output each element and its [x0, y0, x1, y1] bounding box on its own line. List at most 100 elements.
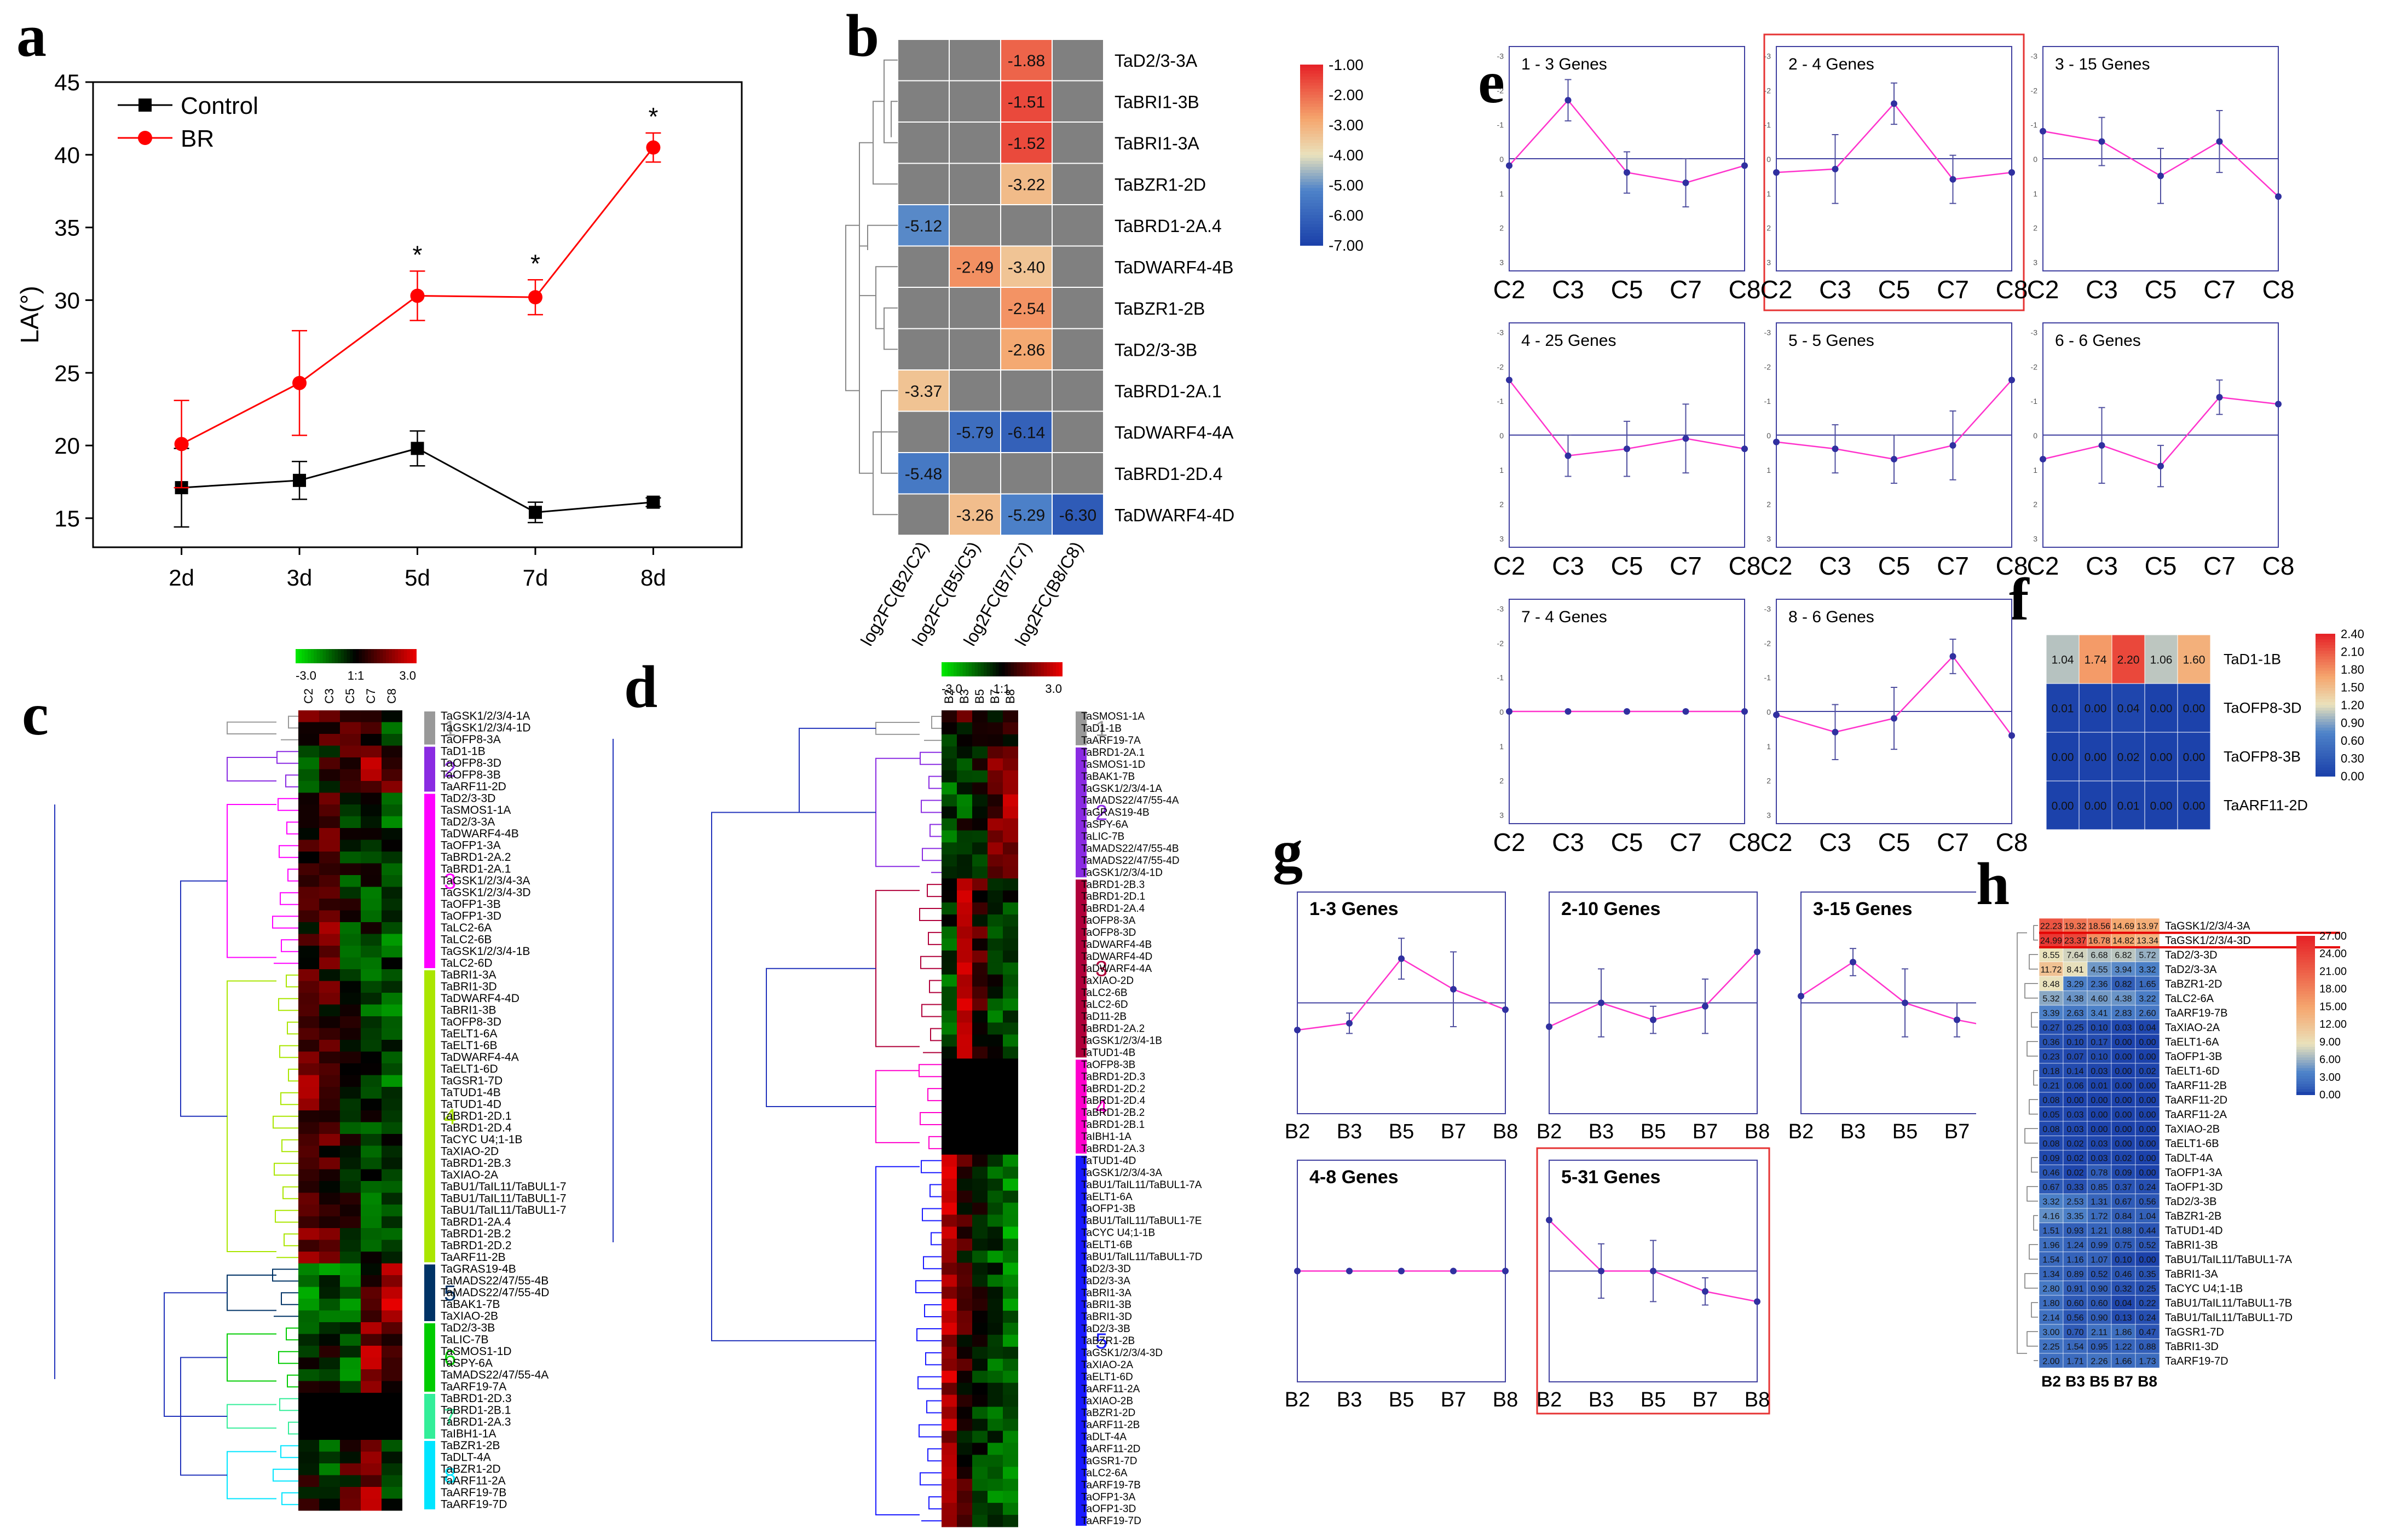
gene-label: TaOFP1-3A [441, 839, 501, 852]
x-tick-label: B3 [1589, 1120, 1614, 1143]
colorbar-segment [1300, 194, 1323, 198]
heatmap-cell [942, 1479, 957, 1491]
heatmap-cell [988, 722, 1003, 735]
gene-label: TaD1-1B [1081, 723, 1122, 734]
dendrogram-cluster [875, 890, 920, 1047]
cell-value: 2.20 [2117, 654, 2140, 667]
cell-value: 0.02 [2115, 1154, 2132, 1163]
cell-value: 0.07 [2066, 1052, 2083, 1062]
heatmap-cell [361, 781, 382, 793]
y-tick-label: 2 [1766, 224, 1771, 233]
y-tick-label: 0 [1499, 431, 1504, 440]
cell-value: -2.86 [1008, 341, 1045, 359]
heatmap-cell [298, 1110, 319, 1122]
colorbar-segment [2296, 1065, 2315, 1069]
colorbar-segment [1300, 140, 1323, 143]
row-label: TaARF19-7B [2165, 1007, 2228, 1019]
heatmap-cell [340, 1440, 361, 1452]
row-label: TaBRI1-3B [2165, 1239, 2218, 1251]
cell-value: 0.46 [2042, 1168, 2059, 1178]
scale-segment [1047, 662, 1050, 676]
cell-value: 0.00 [2085, 703, 2107, 715]
colorbar-segment [2296, 1041, 2315, 1045]
heatmap-cell [957, 986, 972, 999]
y-tick-label: -2 [2031, 362, 2038, 371]
heatmap-cell [361, 922, 382, 934]
heatmap-cell [2063, 918, 2088, 933]
x-tick-label: C7 [2203, 275, 2236, 304]
gene-label: TaARF11-2A [441, 1474, 506, 1487]
heatmap-cell [2079, 634, 2112, 684]
x-tick-label: B5 [1892, 1120, 1918, 1143]
cell-value: 0.14 [2066, 1067, 2083, 1076]
cell-value: 0.52 [2139, 1241, 2156, 1250]
row-label: TaBRD1-2A.4 [1115, 216, 1222, 236]
dendrogram-leaf [919, 1424, 942, 1438]
profile-point [1346, 1267, 1353, 1275]
dendrogram-leaf [273, 1115, 298, 1129]
cluster-number: 2 [444, 758, 456, 782]
cell-value: 0.84 [2115, 1212, 2132, 1221]
cluster-bar [1076, 1060, 1087, 1154]
cell-value: 14.82 [2112, 936, 2134, 946]
cell-value: 0.67 [2042, 1183, 2059, 1192]
gene-label: TaGSK1/2/3/4-3A [1081, 1167, 1162, 1179]
column-label: B5 [2089, 1373, 2109, 1390]
profile-point [1506, 162, 1512, 169]
cell-value: 1.74 [2085, 654, 2107, 667]
x-tick-label: C5 [1611, 552, 1643, 580]
colorbar-segment [2316, 676, 2335, 680]
heatmap-cell [361, 1487, 382, 1499]
profile-point [2040, 128, 2046, 135]
heatmap-cell [988, 998, 1003, 1011]
x-tick-label: C2 [1760, 552, 1793, 580]
cell-value: 0.85 [2091, 1183, 2108, 1192]
row-label: TaBRI1-3D [2165, 1341, 2219, 1353]
heatmap-cell [957, 1479, 972, 1491]
y-tick-label: 1 [2033, 189, 2037, 198]
row-label: TaBRI1-3A [1115, 134, 1199, 153]
heatmap-cell [361, 828, 382, 840]
colorbar-segment [2316, 762, 2335, 766]
heatmap-cell [972, 1358, 988, 1371]
heatmap-cell [2079, 780, 2112, 830]
heatmap-cell [298, 816, 319, 829]
heatmap-cell [988, 830, 1003, 843]
cell-value: 0.25 [2139, 1284, 2156, 1294]
scale-segment [398, 649, 402, 663]
gene-label: TaTUD1-4B [441, 1086, 501, 1099]
heatmap-cell [361, 1098, 382, 1111]
profile-point [1506, 377, 1512, 384]
heatmap-cell [972, 1455, 988, 1467]
colorbar-segment [1300, 227, 1323, 231]
heatmap-cell [382, 792, 402, 805]
x-tick-label: C5 [1878, 552, 1910, 580]
cell-value: 0.08 [2042, 1096, 2059, 1105]
heatmap-cell [319, 1240, 340, 1252]
heatmap-cell [942, 1334, 957, 1347]
cell-value: 0.88 [2139, 1342, 2156, 1352]
heatmap-cell [957, 770, 972, 783]
cell-value: 2.25 [2042, 1342, 2059, 1352]
gene-label: TaTUD1-4D [441, 1098, 501, 1110]
colorbar-segment [1300, 71, 1323, 74]
colorbar-label: 1.20 [2341, 698, 2364, 712]
column-label: C7 [364, 688, 378, 704]
heatmap-cell [382, 1252, 402, 1264]
scale-segment [1023, 662, 1026, 676]
scale-segment [374, 649, 378, 663]
heatmap-cell [2087, 1049, 2112, 1064]
scale-segment [353, 649, 356, 663]
heatmap-cell [382, 922, 402, 934]
cell-value: 0.02 [2139, 1067, 2156, 1076]
heatmap-cell [942, 842, 957, 855]
x-tick-label: C5 [1611, 828, 1643, 854]
x-tick-label: B2 [1537, 1120, 1562, 1143]
heatmap-cell [972, 1443, 988, 1455]
gene-label: TaGSK1/2/3/4-1A [1081, 783, 1162, 795]
colorbar-segment [2296, 1049, 2315, 1053]
profile-title: 6 - 6 Genes [2055, 332, 2141, 350]
cell-value: 0.21 [2042, 1081, 2059, 1091]
heatmap-cell [988, 794, 1003, 807]
heatmap-cell [340, 1028, 361, 1040]
